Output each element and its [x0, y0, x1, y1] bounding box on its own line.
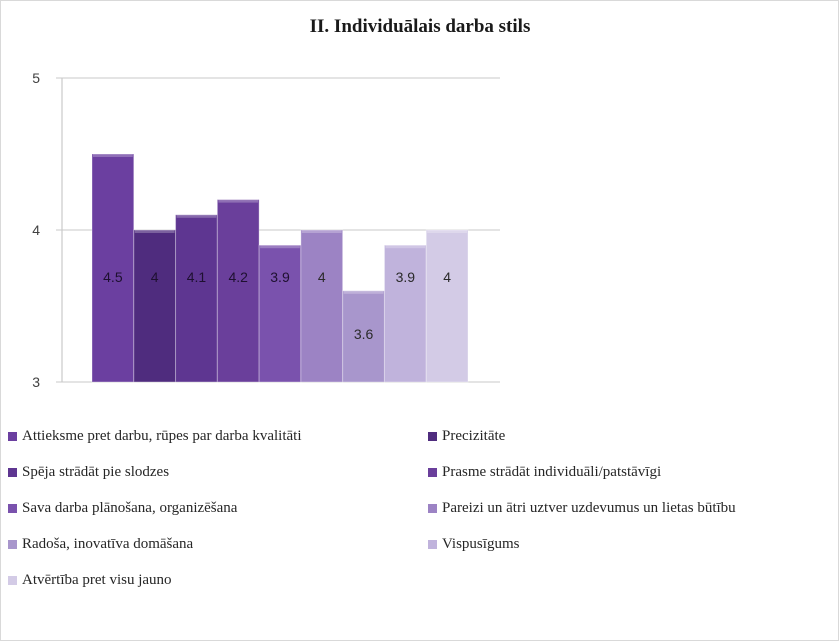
bar-data-label: 4.1 [187, 269, 207, 285]
legend-swatch [8, 504, 17, 513]
bar-data-label: 4.2 [228, 269, 248, 285]
legend-label: Vispusīgums [442, 536, 520, 552]
legend-label: Prasme strādāt individuāli/patstāvīgi [442, 464, 662, 480]
y-tick-label: 5 [32, 70, 40, 86]
legend-swatch [8, 540, 17, 549]
bar-data-label: 4 [443, 269, 451, 285]
bar-data-label: 4.5 [103, 269, 123, 285]
legend-item: Radoša, inovatīva domāšana [8, 536, 193, 553]
legend-swatch [8, 576, 17, 585]
legend-item: Attieksme pret darbu, rūpes par darba kv… [8, 428, 302, 445]
y-tick-label: 3 [32, 374, 40, 390]
legend-label: Radoša, inovatīva domāšana [22, 536, 194, 552]
bar-data-label: 4 [151, 269, 159, 285]
bar-highlight [134, 230, 175, 233]
bar-data-label: 3.9 [270, 269, 290, 285]
bar [258, 244, 302, 383]
bar-highlight [218, 199, 259, 203]
bar [91, 153, 135, 383]
bar [300, 229, 344, 383]
bar-highlight [260, 245, 300, 249]
bar-highlight [427, 230, 467, 233]
legend-label: Atvērtība pret visu jauno [22, 572, 172, 588]
bars [91, 153, 469, 383]
y-tick-label: 4 [32, 222, 40, 238]
data-labels: 4.5 4 4.1 4.2 3.9 4 3.6 3.9 4 [103, 269, 451, 342]
legend-label: Attieksme pret darbu, rūpes par darba kv… [22, 428, 302, 444]
bar [383, 244, 427, 383]
legend-item: Prasme strādāt individuāli/patstāvīgi [428, 464, 661, 481]
legend-item: Atvērtība pret visu jauno [8, 572, 172, 589]
legend-label: Spēja strādāt pie slodzes [22, 464, 170, 480]
legend-label: Pareizi un ātri uztver uzdevumus un liet… [442, 500, 736, 516]
legend-label: Precizitāte [442, 428, 506, 444]
bar [175, 214, 218, 383]
bar-highlight [343, 290, 384, 294]
legend-item: Spēja strādāt pie slodzes [8, 464, 169, 481]
legend-item: Vispusīgums [428, 536, 519, 553]
bar-highlight [301, 230, 342, 233]
legend-swatch [428, 432, 437, 441]
legend-swatch [8, 468, 17, 477]
legend-swatch [8, 432, 17, 441]
bar [425, 229, 469, 383]
bar-highlight [93, 154, 133, 157]
legend-item: Sava darba plānošana, organizēšana [8, 500, 237, 517]
chart-title: II. Individuālais darba stils [309, 16, 531, 37]
bar [342, 290, 385, 383]
bar-highlight [176, 214, 217, 218]
bar-data-label: 3.6 [354, 326, 374, 342]
bar [216, 199, 260, 383]
legend-swatch [428, 468, 437, 477]
bar-highlight [385, 245, 426, 249]
legend-swatch [428, 504, 437, 513]
bar [133, 229, 177, 383]
legend-swatch [428, 540, 437, 549]
legend-item: Pareizi un ātri uztver uzdevumus un liet… [428, 500, 736, 517]
bar-data-label: 4 [318, 269, 326, 285]
legend-item: Precizitāte [428, 428, 505, 445]
legend-label: Sava darba plānošana, organizēšana [22, 500, 238, 516]
bar-data-label: 3.9 [396, 269, 416, 285]
